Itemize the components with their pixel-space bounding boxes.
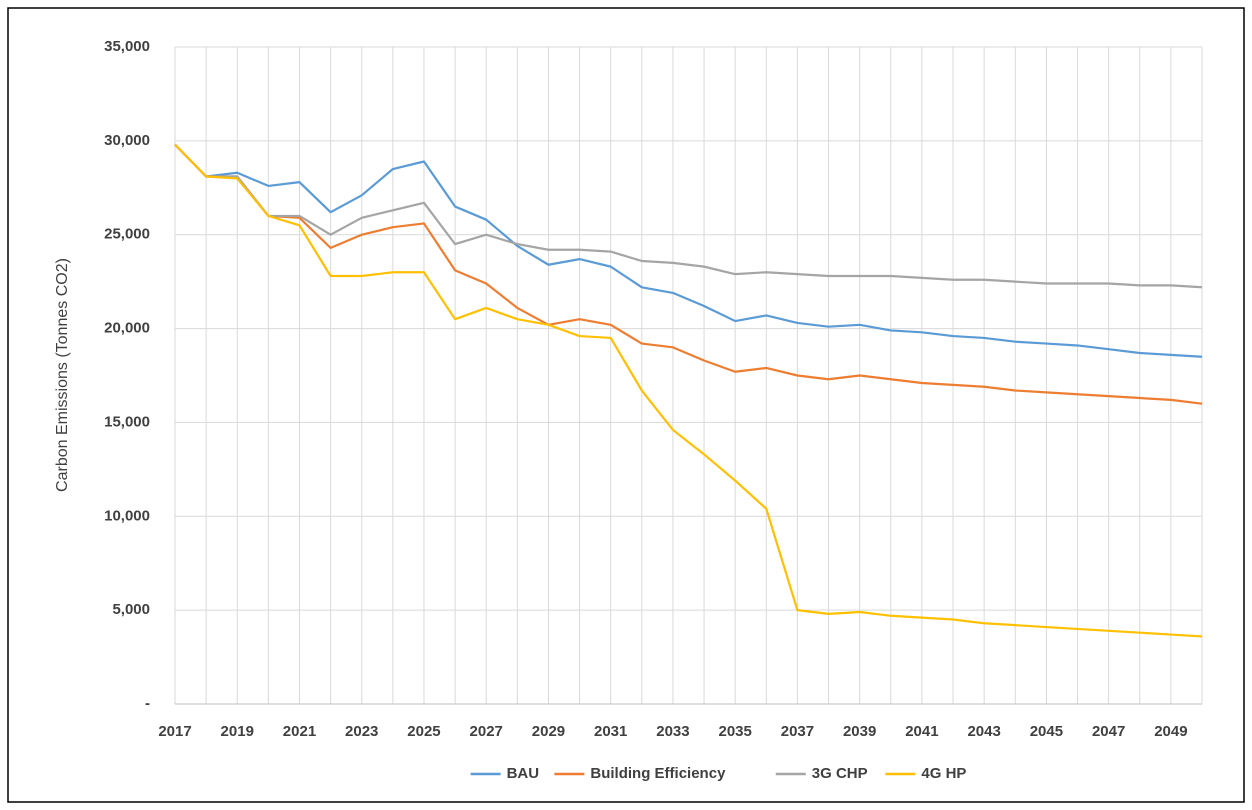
x-tick-label: 2037 [781,723,814,740]
series-line [174,143,1203,405]
x-tick-label: 2017 [158,723,191,740]
x-tick-label: 2033 [656,723,689,740]
legend-label: Building Efficiency [590,765,726,782]
y-tick-label: 10,000 [104,507,150,524]
series-line [174,143,1203,638]
x-tick-label: 2041 [905,723,938,740]
series-line [174,143,1203,289]
x-tick-label: 2035 [718,723,751,740]
x-tick-label: 2027 [470,723,503,740]
y-tick-label: - [145,695,150,712]
x-tick-label: 2031 [594,723,627,740]
y-tick-label: 30,000 [104,132,150,149]
x-tick-label: 2049 [1154,723,1187,740]
x-tick-label: 2023 [345,723,378,740]
y-tick-label: 25,000 [104,226,150,243]
legend-label: BAU [507,765,539,782]
y-axis-label: Carbon Emissions (Tonnes CO2) [54,258,71,492]
x-tick-label: 2029 [532,723,565,740]
y-tick-label: 5,000 [112,601,150,618]
y-tick-label: 20,000 [104,320,150,337]
y-tick-label: 15,000 [104,413,150,430]
x-tick-label: 2045 [1030,723,1063,740]
x-tick-label: 2039 [843,723,876,740]
x-tick-label: 2043 [967,723,1000,740]
legend-label: 3G CHP [812,765,868,782]
frame [7,7,1245,803]
series-line [174,143,1203,358]
legend-label: 4G HP [921,765,966,782]
y-tick-label: 35,000 [104,38,150,55]
x-tick-label: 2019 [221,723,254,740]
x-tick-label: 2021 [283,723,316,740]
x-tick-label: 2025 [407,723,440,740]
x-tick-label: 2047 [1092,723,1125,740]
